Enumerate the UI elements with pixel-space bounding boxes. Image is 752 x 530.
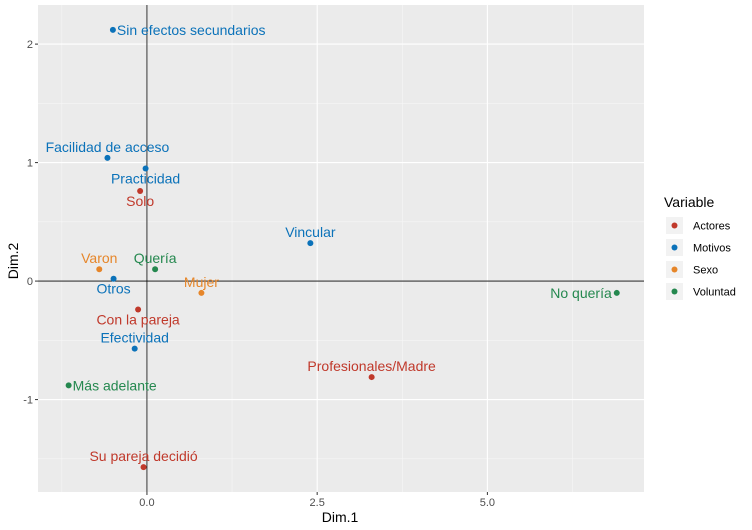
legend-point	[671, 288, 678, 295]
data-point	[152, 266, 159, 273]
data-points	[65, 26, 620, 471]
legend-point	[671, 222, 678, 229]
x-tick-label: 0.0	[139, 497, 154, 509]
point-label: Solo	[126, 193, 154, 209]
point-label: Su pareja decidió	[89, 448, 197, 464]
point-label: Varon	[81, 250, 117, 266]
x-tick-label: 2.5	[310, 497, 325, 509]
y-tick-label: 2	[27, 39, 33, 51]
point-labels: Sin efectos secundarios Facilidad de acce…	[46, 22, 612, 464]
x-axis-title: Dim.1	[322, 509, 359, 525]
point-label: No quería	[550, 285, 612, 301]
point-label: Efectividad	[100, 330, 168, 346]
data-point	[135, 306, 142, 313]
legend-point	[671, 244, 678, 251]
data-point	[65, 382, 72, 389]
data-point	[140, 464, 147, 471]
panel-background	[38, 5, 644, 492]
data-point	[131, 345, 138, 352]
legend-label: Actores	[693, 221, 731, 233]
y-axis-title: Dim.2	[5, 243, 21, 280]
point-label: Más adelante	[73, 377, 157, 393]
point-label: Mujer	[184, 274, 219, 290]
legend-label: Voluntad	[693, 287, 736, 299]
data-point	[613, 289, 620, 296]
x-tick-label: 5.0	[480, 497, 495, 509]
plot-panel	[38, 5, 644, 492]
data-point	[110, 275, 117, 282]
data-point	[137, 188, 144, 195]
y-tick-label: 0	[27, 276, 33, 288]
axes: 0.0 2.5 5.0 -1 0 1 2	[23, 39, 495, 509]
point-label: Sin efectos secundarios	[117, 22, 266, 38]
point-label: Profesionales/Madre	[307, 358, 436, 374]
data-point	[104, 154, 111, 161]
data-point	[198, 289, 205, 296]
data-point	[307, 240, 314, 247]
point-label: Otros	[96, 281, 130, 297]
point-label: Vincular	[285, 224, 336, 240]
legend: Variable Actores Motivos Sexo Voluntad	[664, 194, 736, 300]
legend-title: Variable	[664, 194, 715, 210]
point-label: Practicidad	[111, 171, 180, 187]
legend-point	[671, 266, 678, 273]
legend-label: Motivos	[693, 243, 731, 255]
y-tick-label: 1	[27, 158, 33, 170]
data-point	[142, 165, 149, 172]
point-label: Quería	[134, 250, 177, 266]
legend-label: Sexo	[693, 265, 718, 277]
y-tick-label: -1	[23, 395, 33, 407]
data-point	[96, 266, 103, 273]
point-label: Facilidad de acceso	[46, 139, 170, 155]
data-point	[109, 26, 116, 33]
data-point	[368, 374, 375, 381]
point-label: Con la pareja	[96, 312, 179, 328]
